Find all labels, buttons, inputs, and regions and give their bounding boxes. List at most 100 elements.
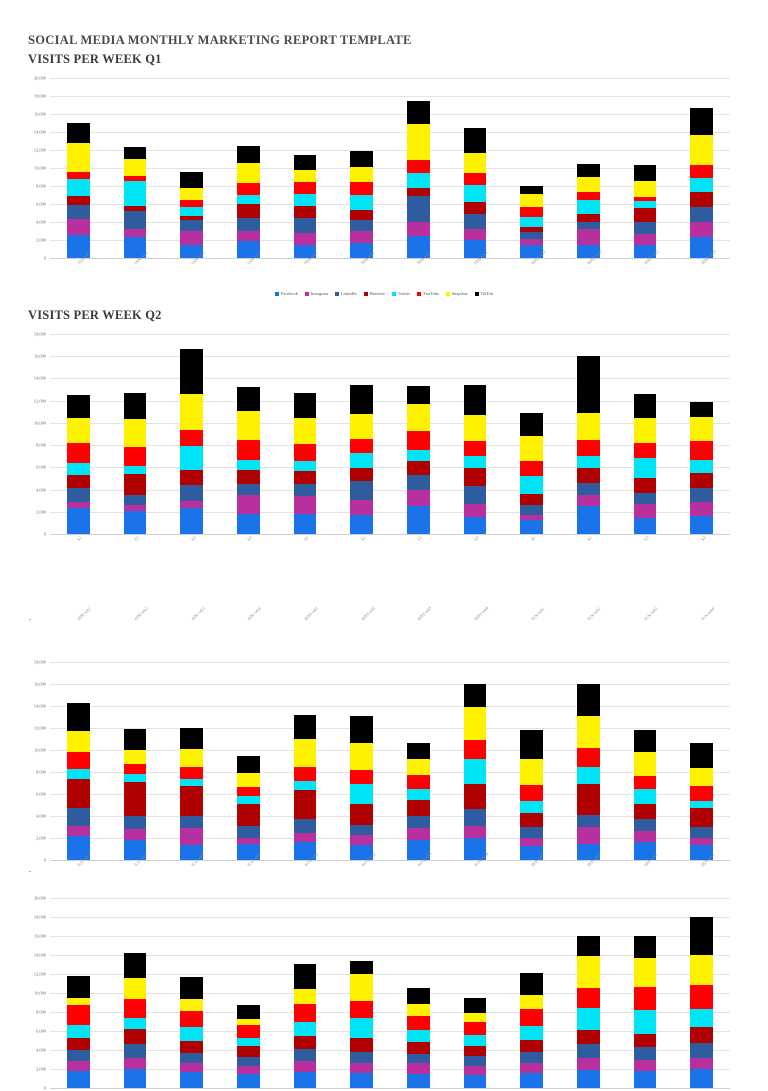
gridline	[50, 445, 730, 447]
bar-segment-facebook	[350, 242, 373, 258]
y-axis-tick: 6,000	[36, 201, 46, 207]
bar-segment-linkedin	[690, 827, 713, 839]
bar-segment-twitter	[67, 1025, 90, 1038]
bar-segment-pinterest	[237, 1046, 260, 1057]
bar-segment-linkedin	[180, 220, 203, 232]
bar-segment-pinterest	[350, 210, 373, 221]
bar-segment-instagram	[350, 1063, 373, 1073]
bar-segment-youtube	[690, 786, 713, 801]
bar-segment-pinterest	[633, 1033, 657, 1048]
bar-jan-wk4	[237, 145, 260, 258]
legend-item-tiktok[interactable]: TikTok	[474, 291, 493, 296]
bar-mar-wk4	[690, 107, 713, 258]
bar-segment-twitter	[180, 778, 203, 787]
x-axis-label: k4	[473, 534, 480, 542]
bar-segment-linkedin	[633, 222, 657, 234]
bar-segment-snapchat	[293, 739, 317, 767]
bar-segment-instagram	[180, 231, 203, 246]
bar-segment-youtube	[123, 998, 147, 1018]
bar-segment-linkedin	[350, 480, 373, 500]
legend-item-linkedin[interactable]: LinkedIn	[334, 291, 357, 296]
bar-segment-pinterest	[67, 778, 90, 809]
bar-segment-twitter	[67, 178, 90, 196]
overflow-x-labels-q2: ̵APR-wk1APR-wk2APR-wk3APR-wk4MAY-wk1MAY-…	[0, 605, 768, 642]
bar-segment-youtube	[690, 985, 713, 1010]
x-axis-labels-q1: JAN-wk1 JAN-wk2 JAN-wk3 JAN-wk4 FEB-wk1 FEB-w…	[50, 249, 730, 288]
bar-segment-twitter	[350, 452, 373, 469]
bar-segment-facebook	[67, 835, 90, 860]
legend-item-pinterest[interactable]: Pinterest	[363, 291, 385, 296]
bar-segment-facebook	[463, 838, 487, 860]
gridline	[50, 728, 730, 729]
bar-segment-youtube	[237, 787, 260, 797]
bar-segment-twitter	[407, 173, 430, 188]
bar-segment-linkedin	[123, 816, 147, 830]
bar-segment-instagram	[293, 496, 317, 514]
bar-segment-youtube	[407, 1015, 430, 1031]
bar-segment-facebook	[520, 519, 543, 534]
bar-segment-tiktok	[633, 936, 657, 958]
legend-swatch-icon	[334, 291, 339, 296]
chart-title-q1: VISITS PER WEEK Q1	[28, 52, 162, 66]
bar-segment-tiktok	[577, 684, 600, 716]
bar-segment-youtube	[690, 165, 713, 178]
bar-segment-twitter	[237, 459, 260, 470]
bar-segment-facebook	[67, 508, 90, 534]
bar-segment-instagram	[350, 499, 373, 516]
bar-apr-wk2	[123, 392, 147, 534]
legend-swatch-icon	[474, 291, 479, 296]
y-axis-tick: 12,000	[33, 147, 46, 153]
y-axis-tick: 2,000	[36, 1066, 46, 1072]
bar-segment-linkedin	[463, 486, 487, 505]
x-axis-label: k1	[303, 534, 310, 542]
x-axis-labels-q2: k1 k2 k3 k4 k1 k2 k3 k4 k1 k2 k3 k4	[50, 534, 730, 564]
bar-segment-pinterest	[293, 789, 317, 820]
bar-segment-instagram	[407, 1063, 430, 1074]
bar-segment-twitter	[293, 780, 317, 790]
bar-may-wk2	[350, 385, 373, 534]
y-axis-tick: 10,000	[33, 165, 46, 171]
bar-apr-wk1	[67, 395, 90, 534]
bar-segment-facebook	[180, 844, 203, 860]
bar-segment-linkedin	[690, 206, 713, 223]
bar-segment-snapchat	[180, 748, 203, 767]
bar-segment-facebook	[67, 1070, 90, 1088]
bar-segment-instagram	[293, 1061, 317, 1072]
bar-aug-wk3	[407, 743, 430, 860]
y-axis-tick: 6,000	[36, 464, 46, 470]
bar-segment-pinterest	[237, 204, 260, 218]
bar-dec-wk3	[633, 936, 657, 1088]
bar-segment-tiktok	[180, 976, 203, 999]
bar-segment-pinterest	[123, 781, 147, 817]
bar-segment-tiktok	[690, 917, 713, 956]
bar-segment-youtube	[293, 181, 317, 195]
y-axis-tick: 2,000	[36, 835, 46, 841]
bar-segment-twitter	[350, 784, 373, 804]
bar-segment-snapchat	[293, 989, 317, 1005]
bar-segment-tiktok	[237, 755, 260, 774]
y-axis-tick: 8,000	[36, 442, 46, 448]
legend-item-instagram[interactable]: Instagram	[304, 291, 328, 296]
bar-segment-instagram	[67, 501, 90, 509]
bar-feb-wk4	[463, 128, 487, 258]
bar-segment-youtube	[123, 176, 147, 181]
legend-item-twitter[interactable]: Twitter	[391, 291, 410, 296]
bar-segment-instagram	[237, 1066, 260, 1074]
bar-segment-youtube	[463, 740, 487, 759]
bar-segment-linkedin	[577, 814, 600, 827]
gridline	[50, 186, 730, 187]
gridline	[50, 204, 730, 205]
bar-segment-youtube	[407, 159, 430, 174]
legend-item-snapchat[interactable]: Snapchat	[445, 291, 468, 296]
bar-segment-snapchat	[237, 773, 260, 788]
gridline	[50, 662, 730, 663]
legend-item-facebook[interactable]: Facebook	[275, 291, 298, 296]
bar-segment-tiktok	[350, 385, 373, 415]
bar-segment-pinterest	[633, 207, 657, 223]
bar-segment-snapchat	[520, 994, 543, 1010]
legend-item-youtube[interactable]: YouTube	[417, 291, 439, 296]
bar-segment-twitter	[463, 1034, 487, 1047]
bar-segment-pinterest	[123, 474, 147, 496]
bar-segment-linkedin	[180, 816, 203, 829]
gridline	[50, 684, 730, 685]
